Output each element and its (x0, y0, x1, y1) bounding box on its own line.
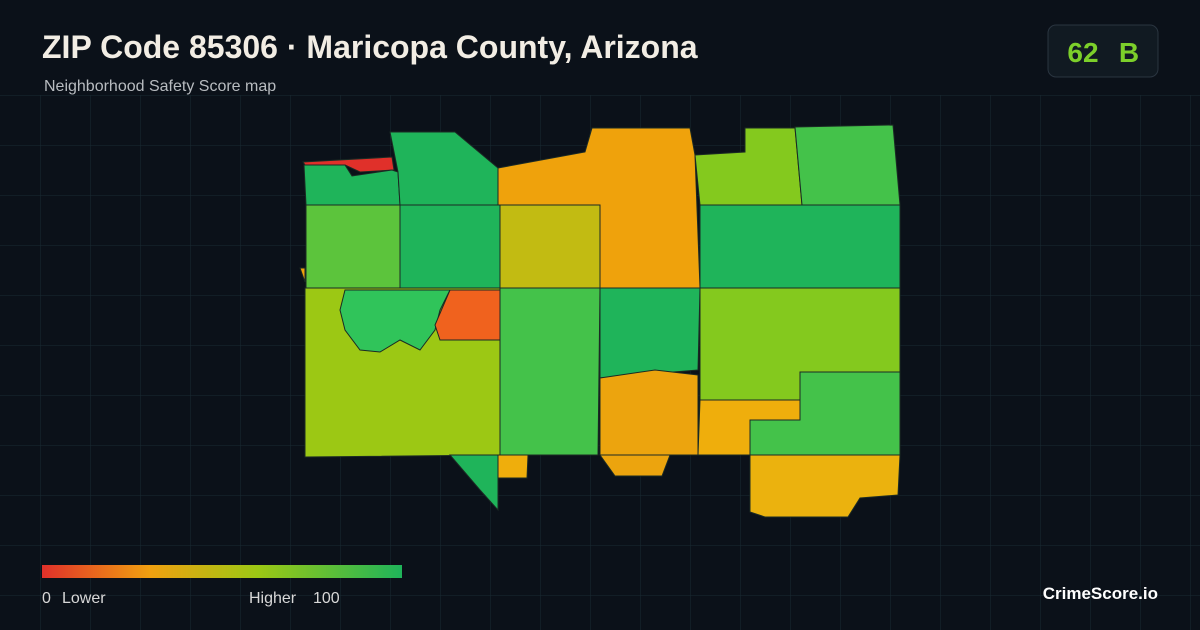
legend-scale (42, 565, 402, 578)
map (299, 124, 901, 518)
area (794, 124, 901, 206)
legend-min: 0 (42, 590, 51, 607)
area (749, 454, 901, 518)
grade: B (1119, 37, 1139, 68)
area (399, 204, 501, 289)
area (497, 454, 529, 479)
score: 62 (1067, 37, 1098, 68)
area (699, 204, 901, 289)
area (599, 454, 671, 477)
area (599, 369, 699, 456)
title: ZIP Code 85306 · Maricopa County, Arizon… (42, 29, 698, 65)
legend-max: 100 (313, 590, 340, 607)
area (339, 289, 451, 353)
area (599, 287, 701, 379)
area (434, 289, 501, 341)
brand: CrimeScore.io (1043, 584, 1158, 603)
subtitle: Neighborhood Safety Score map (44, 78, 276, 95)
area (448, 454, 499, 512)
area (499, 204, 601, 289)
legend-max-label: Higher (249, 590, 297, 607)
area (299, 267, 306, 283)
score-badge (1047, 24, 1159, 78)
area (305, 204, 401, 289)
legend-min-label: Lower (62, 590, 106, 607)
area (499, 287, 601, 456)
